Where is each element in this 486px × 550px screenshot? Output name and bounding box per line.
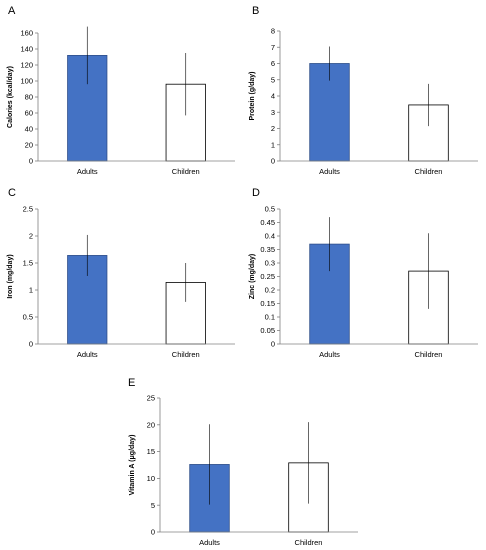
- y-tick-label: 0.5: [265, 205, 275, 214]
- category-label: Children: [415, 167, 443, 176]
- y-tick-label: 0.2: [265, 286, 275, 295]
- y-tick-label: 15: [147, 447, 155, 456]
- y-tick-label: 20: [25, 141, 33, 150]
- y-tick-label: 0.5: [23, 313, 33, 322]
- y-tick-label: 8: [271, 27, 275, 36]
- y-tick-label: 2: [271, 124, 275, 133]
- y-axis-title: Protein (g/day): [249, 71, 256, 120]
- y-tick-label: 160: [20, 29, 33, 38]
- chart-panel-b: B 0 1 2 3 4 5 6 7 8 Adults Children Protein (g/day): [249, 5, 478, 176]
- y-tick-label: 0.25: [260, 272, 275, 281]
- y-tick-label: 20: [147, 420, 155, 429]
- y-tick-label: 0: [151, 528, 155, 537]
- panel-label: B: [252, 5, 259, 17]
- y-tick-label: 0.4: [265, 232, 275, 241]
- panel-label: A: [8, 5, 16, 17]
- category-label: Children: [415, 350, 443, 359]
- y-tick-label: 0.35: [260, 245, 275, 254]
- y-tick-label: 40: [25, 125, 33, 134]
- y-tick-label: 0.1: [265, 313, 275, 322]
- y-axis-title: Zinc (mg/day): [249, 254, 256, 300]
- panel-label: E: [128, 377, 135, 389]
- y-tick-label: 5: [271, 75, 275, 84]
- chart-panel-e: E 0 5 10 15 20 25 Adults Children Vitamin A (μg/d…: [128, 377, 358, 547]
- y-tick-label: 0.05: [260, 326, 275, 335]
- y-tick-label: 0: [271, 157, 275, 166]
- panel-label: C: [8, 187, 16, 199]
- y-tick-label: 0.45: [260, 218, 275, 227]
- chart-panel-a: A 0 20 40 60 80 100 120 140 160 Adults Children Calo…: [7, 5, 235, 176]
- y-tick-label: 60: [25, 109, 33, 118]
- y-tick-label: 7: [271, 43, 275, 52]
- y-tick-label: 0.3: [265, 259, 275, 268]
- category-label: Children: [172, 350, 200, 359]
- y-tick-label: 1: [271, 140, 275, 149]
- y-tick-label: 140: [20, 45, 33, 54]
- y-tick-label: 5: [151, 501, 155, 510]
- chart-panel-d: D 0 0.05 0.1 0.15 0.2 0.25 0.3 0.35 0.4 0.45 0.5 Adu…: [249, 187, 478, 359]
- y-axis-title: Calories (kcal/day): [7, 66, 14, 128]
- y-tick-label: 2: [29, 232, 33, 241]
- y-tick-label: 10: [147, 474, 155, 483]
- y-axis-title: Iron (mg/day): [7, 254, 14, 298]
- category-label: Adults: [319, 167, 340, 176]
- category-label: Adults: [199, 538, 220, 547]
- y-axis-title: Vitamin A (μg/day): [129, 435, 136, 496]
- y-tick-label: 25: [147, 394, 155, 403]
- chart-panel-c: C 0 0.5 1 1.5 2 2.5 Adults Children Iron (mg/day): [7, 187, 235, 359]
- y-tick-label: 1.5: [23, 259, 33, 268]
- y-tick-label: 6: [271, 59, 275, 68]
- panel-label: D: [252, 187, 260, 199]
- y-tick-label: 100: [20, 77, 33, 86]
- y-tick-label: 3: [271, 108, 275, 117]
- category-label: Children: [295, 538, 323, 547]
- y-tick-label: 0: [271, 340, 275, 349]
- y-tick-label: 1: [29, 286, 33, 295]
- y-tick-label: 0.15: [260, 299, 275, 308]
- y-tick-label: 120: [20, 61, 33, 70]
- category-label: Adults: [77, 350, 98, 359]
- category-label: Adults: [77, 167, 98, 176]
- y-tick-label: 0: [29, 157, 33, 166]
- category-label: Adults: [319, 350, 340, 359]
- y-tick-label: 0: [29, 340, 33, 349]
- category-label: Children: [172, 167, 200, 176]
- y-tick-label: 80: [25, 93, 33, 102]
- y-tick-label: 2.5: [23, 205, 33, 214]
- y-tick-label: 4: [271, 92, 275, 101]
